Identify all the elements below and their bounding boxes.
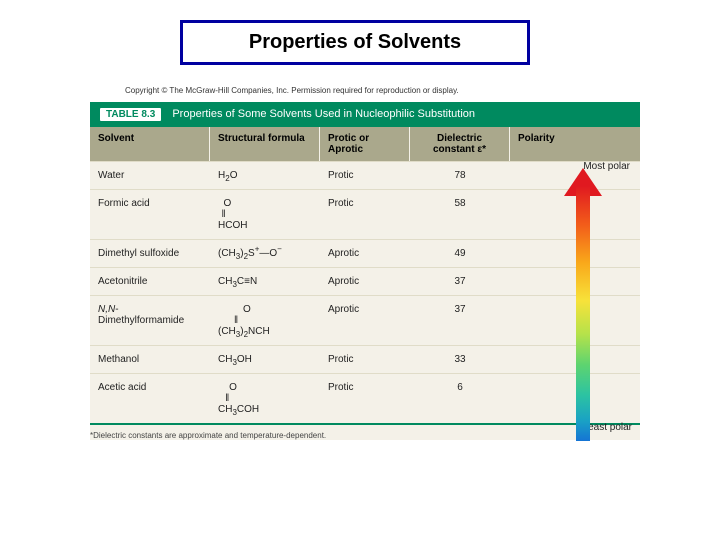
cell-type: Protic bbox=[320, 346, 410, 373]
solvent-table: TABLE 8.3 Properties of Some Solvents Us… bbox=[90, 102, 640, 440]
table-row: Water H2O Protic 78 Most polar bbox=[90, 161, 640, 189]
cell-formula: O ‖ (CH3)2NCH bbox=[210, 296, 320, 345]
page-title: Properties of Solvents bbox=[180, 20, 530, 65]
table-row: Formic acid O ‖ HCOH Protic 58 bbox=[90, 189, 640, 239]
polarity-arrow bbox=[566, 166, 600, 456]
cell-type: Aprotic bbox=[320, 268, 410, 295]
cell-formula: H2O bbox=[210, 162, 320, 189]
col-solvent: Solvent bbox=[90, 127, 210, 161]
arrow-shaft bbox=[576, 186, 590, 441]
cell-type: Aprotic bbox=[320, 296, 410, 345]
cell-type: Aprotic bbox=[320, 240, 410, 267]
cell-solvent: Dimethyl sulfoxide bbox=[90, 240, 210, 267]
col-polarity: Polarity bbox=[510, 127, 640, 161]
table-row: Methanol CH3OH Protic 33 bbox=[90, 345, 640, 373]
cell-formula: O ‖ CH3COH bbox=[210, 374, 320, 423]
cell-dielectric: 6 bbox=[410, 374, 510, 423]
copyright-text: Copyright © The McGraw-Hill Companies, I… bbox=[125, 86, 459, 95]
cell-dielectric: 37 bbox=[410, 268, 510, 295]
table-row: N,N-Dimethylformamide O ‖ (CH3)2NCH Apro… bbox=[90, 295, 640, 345]
cell-formula: CH3OH bbox=[210, 346, 320, 373]
table-row: Acetonitrile CH3C≡N Aprotic 37 bbox=[90, 267, 640, 295]
table-rows: Water H2O Protic 78 Most polar Formic ac… bbox=[90, 161, 640, 423]
cell-type: Protic bbox=[320, 374, 410, 423]
cell-formula: O ‖ HCOH bbox=[210, 190, 320, 239]
cell-solvent: N,N-Dimethylformamide bbox=[90, 296, 210, 345]
cell-dielectric: 37 bbox=[410, 296, 510, 345]
table-label: TABLE 8.3 bbox=[100, 108, 161, 121]
col-formula: Structural formula bbox=[210, 127, 320, 161]
table-row: Acetic acid O ‖ CH3COH Protic 6 Least po… bbox=[90, 373, 640, 423]
cell-dielectric: 58 bbox=[410, 190, 510, 239]
cell-solvent: Formic acid bbox=[90, 190, 210, 239]
col-protic: Protic or Aprotic bbox=[320, 127, 410, 161]
table-caption: Properties of Some Solvents Used in Nucl… bbox=[172, 108, 475, 120]
col-dielectric: Dielectricconstant ε* bbox=[410, 127, 510, 161]
table-row: Dimethyl sulfoxide (CH3)2S+—O− Aprotic 4… bbox=[90, 239, 640, 267]
cell-solvent: Water bbox=[90, 162, 210, 189]
cell-solvent: Methanol bbox=[90, 346, 210, 373]
cell-type: Protic bbox=[320, 162, 410, 189]
cell-formula: CH3C≡N bbox=[210, 268, 320, 295]
cell-dielectric: 78 bbox=[410, 162, 510, 189]
cell-formula: (CH3)2S+—O− bbox=[210, 240, 320, 267]
cell-dielectric: 49 bbox=[410, 240, 510, 267]
table-header-bar: TABLE 8.3 Properties of Some Solvents Us… bbox=[90, 102, 640, 127]
table-footnote: *Dielectric constants are approximate an… bbox=[90, 425, 640, 440]
cell-dielectric: 33 bbox=[410, 346, 510, 373]
cell-solvent: Acetic acid bbox=[90, 374, 210, 423]
cell-solvent: Acetonitrile bbox=[90, 268, 210, 295]
column-headers: Solvent Structural formula Protic or Apr… bbox=[90, 127, 640, 161]
cell-type: Protic bbox=[320, 190, 410, 239]
